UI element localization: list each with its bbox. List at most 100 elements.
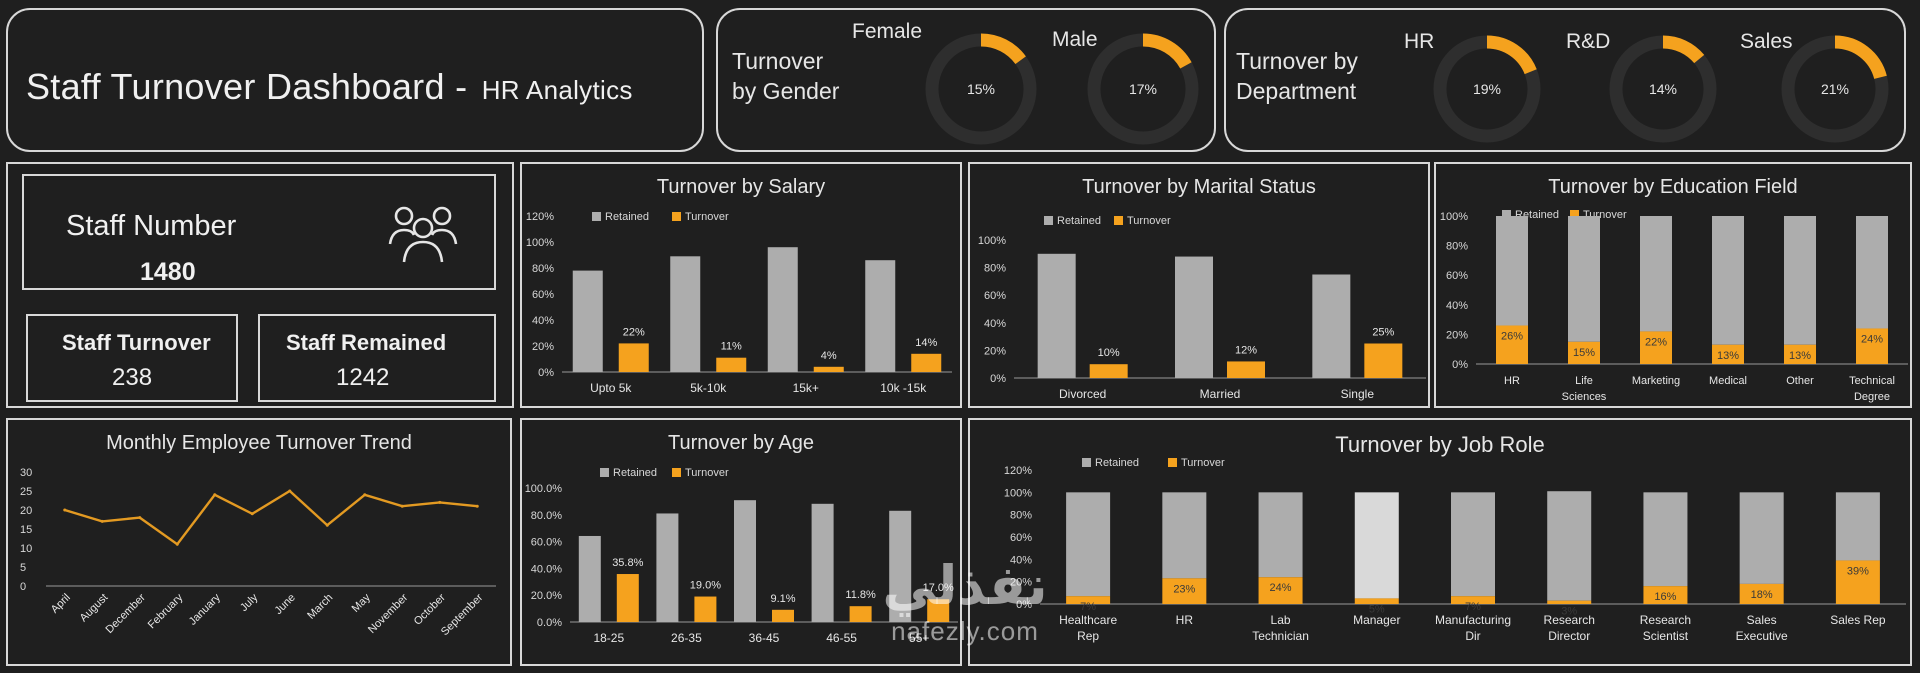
donut-sales-arc [1834, 35, 1887, 80]
data-label: 7% [1465, 601, 1481, 613]
data-label: 17.0% [923, 582, 954, 594]
bar-retained [572, 270, 603, 372]
bar-retained [1354, 492, 1399, 599]
donut-rnd-value: 14% [1649, 81, 1677, 97]
data-point [438, 500, 442, 504]
bar-turnover [694, 596, 717, 622]
legend-swatch-turnover [1114, 216, 1123, 225]
data-label: 13% [1717, 350, 1739, 362]
bar-retained [811, 503, 834, 622]
data-label: 4% [821, 350, 837, 362]
staff-turnover-card: Staff Turnover 238 [26, 314, 238, 402]
y-tick-label: 100% [1004, 487, 1032, 499]
donut-female: 15% [925, 33, 1037, 145]
bar-retained [1856, 216, 1888, 329]
y-tick-label: 60% [1010, 532, 1032, 544]
page-subtitle: HR Analytics [481, 75, 633, 105]
y-tick-label: 20 [20, 505, 32, 517]
donut-male-value: 17% [1129, 81, 1157, 97]
y-tick-label: 20% [532, 341, 554, 353]
bar-retained [1712, 216, 1744, 345]
department-title-line1: Turnover by [1236, 48, 1358, 74]
donut-hr-arc [1486, 35, 1537, 75]
y-tick-label: 20% [1446, 329, 1468, 341]
x-tick-label: Research Director [1544, 613, 1595, 643]
jobrole-chart: 0% 20% 40% 60% 80% 100% 120% Retained Turnover 7%… [1004, 457, 1906, 643]
x-tick-label: 36-45 [749, 631, 780, 645]
data-label: 12% [1235, 344, 1257, 356]
data-point [213, 493, 217, 497]
legend-swatch-retained [600, 468, 609, 477]
x-tick-label: 10k -15k [880, 381, 927, 395]
x-tick-label: November [366, 591, 411, 636]
marital-chart-title: Turnover by Marital Status [1082, 176, 1316, 198]
x-tick-label: Marketing [1632, 375, 1680, 387]
donut-female-arc [980, 33, 1026, 65]
y-tick-label: 80% [984, 263, 1006, 275]
legend-label-turnover: Turnover [1127, 215, 1171, 227]
y-tick-label: 120% [526, 211, 554, 223]
x-tick-label: Upto 5k [590, 381, 632, 395]
y-tick-label: 10 [20, 543, 32, 555]
legend-label-turnover: Turnover [685, 211, 729, 223]
legend-label-retained: Retained [605, 211, 649, 223]
data-label: 3% [1561, 606, 1577, 618]
y-tick-label: 60% [532, 289, 554, 301]
department-title-line2: Department [1236, 78, 1357, 104]
legend-label-turnover: Turnover [1181, 457, 1225, 469]
y-tick-label: 15 [20, 524, 32, 536]
x-tick-label: October [412, 591, 448, 627]
education-chart-title: Turnover by Education Field [1548, 176, 1798, 198]
x-tick-label: July [238, 591, 261, 614]
bar-turnover [1451, 596, 1495, 604]
x-tick-label: Divorced [1059, 387, 1106, 401]
data-label: 16% [1654, 591, 1676, 603]
x-tick-label: February [146, 591, 186, 631]
staff-remained-label: Staff Remained [286, 330, 447, 355]
data-label: 22% [1645, 336, 1667, 348]
staff-number-value: 1480 [140, 258, 196, 286]
marital-chart: 0% 20% 40% 60% 80% 100% Retained Turnover 10% Div… [978, 215, 1426, 401]
data-label: 23% [1173, 583, 1195, 595]
data-label: 22% [623, 326, 645, 338]
salary-chart-panel: Turnover by Salary 0% 20% 40% 60% 80% 100% 120… [520, 162, 962, 408]
age-chart-panel: Turnover by Age 0.0% 20.0% 40.0% 60.0% 80.0%… [520, 418, 962, 666]
data-point [250, 512, 254, 516]
bar-turnover [1227, 361, 1265, 378]
bar-turnover [911, 353, 942, 372]
x-tick-label: Other [1786, 375, 1814, 387]
y-tick-label: 100% [526, 237, 554, 249]
y-tick-label: 20.0% [531, 590, 562, 602]
data-label: 15% [1573, 347, 1595, 359]
bar-retained [656, 513, 679, 622]
bar-retained [1496, 216, 1528, 326]
donut-rnd: 14% [1609, 35, 1717, 143]
gender-card-title: Turnover by Gender [732, 46, 839, 106]
x-tick-label: Life Sciences [1562, 375, 1607, 403]
donut-hr-value: 19% [1473, 81, 1501, 97]
legend-swatch-retained [1082, 458, 1091, 467]
x-tick-label: April [49, 592, 73, 616]
data-label: 5% [1369, 603, 1385, 615]
department-card-title: Turnover by Department [1236, 46, 1358, 106]
bar-turnover [1856, 328, 1888, 364]
bar-turnover [849, 606, 872, 622]
data-point [175, 542, 179, 546]
title-dash: - [444, 66, 478, 107]
y-tick-label: 20% [984, 345, 1006, 357]
salary-chart: 0% 20% 40% 60% 80% 100% 120% Retained Turnover 22… [526, 211, 952, 395]
y-tick-label: 25 [20, 486, 32, 498]
data-point [400, 504, 404, 508]
x-tick-label: Single [1341, 387, 1375, 401]
data-label: 11% [721, 341, 742, 353]
age-chart: 0.0% 20.0% 40.0% 60.0% 80.0% 100.0% Retained Tu… [525, 467, 958, 645]
x-tick-label: 18-25 [593, 631, 624, 645]
bar-turnover [813, 366, 844, 372]
legend-swatch-retained [592, 212, 601, 221]
data-label: 35.8% [612, 557, 643, 569]
bar-retained [1037, 253, 1076, 378]
data-label: 24% [1270, 582, 1292, 594]
data-label: 14% [915, 337, 937, 349]
age-chart-title: Turnover by Age [667, 432, 814, 454]
legend-label-turnover: Turnover [685, 467, 729, 479]
